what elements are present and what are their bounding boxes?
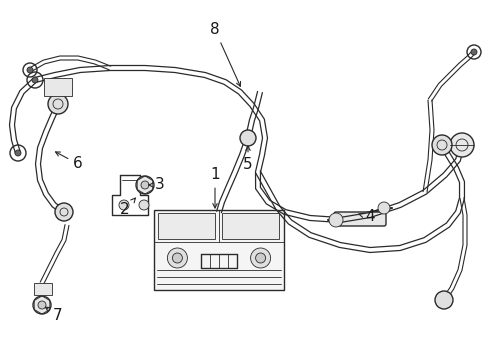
FancyBboxPatch shape: [333, 212, 385, 226]
FancyBboxPatch shape: [34, 283, 52, 295]
Circle shape: [38, 301, 46, 309]
Circle shape: [27, 67, 33, 73]
Circle shape: [250, 248, 270, 268]
Text: 2: 2: [120, 198, 135, 217]
FancyBboxPatch shape: [221, 213, 278, 239]
Circle shape: [139, 200, 149, 210]
Circle shape: [48, 94, 68, 114]
Text: 8: 8: [210, 22, 240, 86]
FancyBboxPatch shape: [44, 78, 72, 96]
Circle shape: [255, 253, 265, 263]
Circle shape: [32, 77, 38, 83]
Circle shape: [328, 213, 342, 227]
Circle shape: [240, 130, 256, 146]
Circle shape: [167, 248, 187, 268]
Text: 4: 4: [358, 210, 374, 225]
Circle shape: [136, 176, 154, 194]
Circle shape: [431, 135, 451, 155]
FancyBboxPatch shape: [154, 210, 284, 290]
Text: 5: 5: [243, 146, 252, 172]
Circle shape: [119, 200, 129, 210]
Circle shape: [55, 203, 73, 221]
Circle shape: [15, 150, 21, 156]
Text: 3: 3: [149, 177, 164, 193]
FancyBboxPatch shape: [158, 213, 215, 239]
Text: 6: 6: [56, 152, 82, 171]
Circle shape: [141, 181, 149, 189]
Circle shape: [172, 253, 182, 263]
Circle shape: [434, 291, 452, 309]
Text: 7: 7: [45, 307, 62, 323]
Text: 1: 1: [210, 167, 220, 208]
Circle shape: [449, 133, 473, 157]
Circle shape: [33, 296, 51, 314]
Circle shape: [377, 202, 389, 214]
Circle shape: [470, 49, 476, 55]
